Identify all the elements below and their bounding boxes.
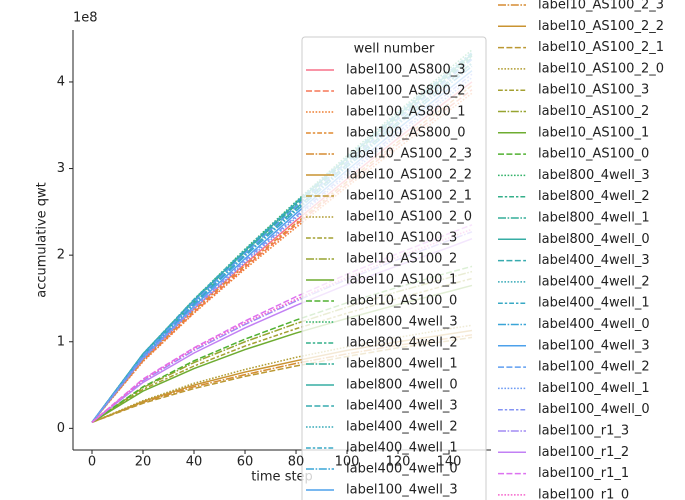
legend-label: label10_AS100_2_3 [538, 0, 664, 13]
legend-label: label10_AS100_2_3 [346, 147, 472, 162]
legend-frame [301, 36, 487, 500]
legend-label: label10_AS100_2_2 [346, 168, 472, 183]
legend-label: label100_r1_3 [538, 424, 629, 439]
legend-label: label100_r1_0 [538, 487, 629, 500]
x-tick-label: 0 [88, 455, 96, 470]
x-tick-label: 120 [386, 455, 411, 470]
legend-label: label100_AS800_0 [346, 126, 465, 141]
legend-label: label100_4well_2 [538, 360, 650, 375]
x-tick-label: 40 [186, 455, 203, 470]
legend-label: label100_4well_3 [346, 483, 458, 498]
legend-label: label10_AS100_2_0 [346, 210, 472, 225]
series-line [91, 63, 473, 423]
legend-label: label800_4well_3 [538, 168, 650, 183]
legend-label: label10_AS100_2_2 [538, 19, 664, 34]
x-tick-label: 20 [135, 455, 152, 470]
legend-title: well number [354, 42, 435, 57]
x-tick-label: 60 [237, 455, 254, 470]
legend-label: label100_r1_2 [538, 445, 629, 460]
legend-label: label400_4well_2 [346, 420, 458, 435]
legend-label: label800_4well_1 [346, 357, 458, 372]
legend-label: label10_AS100_3 [346, 231, 457, 246]
y-axis-label: accumulative qwt [35, 182, 50, 298]
series-line [91, 270, 473, 423]
x-axis-label: time step [251, 470, 313, 485]
legend-label: label800_4well_2 [346, 336, 458, 351]
y-tick-label: 1 [57, 334, 65, 349]
legend-label: label800_4well_0 [538, 232, 650, 247]
legend-label: label100_4well_3 [538, 338, 650, 353]
legend-label: label100_AS800_2 [346, 84, 465, 99]
legend-label: label10_AS100_2_1 [538, 40, 664, 55]
legend: label100_AS800_3label100_AS800_2label100… [498, 0, 664, 500]
legend-label: label800_4well_3 [346, 315, 458, 330]
series-line [91, 84, 473, 423]
legend-label: label400_4well_0 [346, 462, 458, 477]
legend-label: label400_4well_3 [538, 253, 650, 268]
x-tick-label: 100 [335, 455, 360, 470]
y-tick-label: 2 [57, 248, 65, 263]
legend-label: label100_r1_1 [538, 466, 629, 481]
legend-label: label800_4well_0 [346, 378, 458, 393]
legend-label: label400_4well_1 [538, 296, 650, 311]
series-line [91, 77, 473, 423]
legend-label: label100_AS800_3 [346, 63, 465, 78]
legend-label: label10_AS100_0 [346, 294, 457, 309]
legend-label: label400_4well_1 [346, 441, 458, 456]
x-tick-label: 80 [288, 455, 305, 470]
y-tick-label: 4 [57, 74, 65, 89]
legend-label: label10_AS100_2 [346, 252, 457, 267]
legend-label: label400_4well_0 [538, 317, 650, 332]
legend-label: label100_4well_0 [538, 402, 650, 417]
y-tick-label: 0 [57, 421, 65, 436]
legend-label: label10_AS100_1 [346, 273, 457, 288]
legend-label: label100_4well_1 [538, 381, 650, 396]
legend-label: label10_AS100_1 [538, 125, 649, 140]
legend: well number label100_AS800_3 label100_AS80… [301, 36, 487, 500]
y-tick-label: 3 [57, 161, 65, 176]
legend-label: label10_AS100_2 [538, 104, 649, 119]
legend-label: label100_AS800_1 [346, 105, 465, 120]
legend-label: label800_4well_2 [538, 189, 650, 204]
legend-label: label400_4well_2 [538, 274, 650, 289]
legend-label: label400_4well_3 [346, 399, 458, 414]
y-offset-label: 1e8 [73, 11, 98, 26]
legend-label: label10_AS100_2_0 [538, 61, 664, 76]
legend-label: label800_4well_1 [538, 211, 650, 226]
legend-label: label10_AS100_0 [538, 147, 649, 162]
x-tick-label: 140 [437, 455, 462, 470]
legend-label: label10_AS100_3 [538, 83, 649, 98]
legend-label: label10_AS100_2_1 [346, 189, 472, 204]
